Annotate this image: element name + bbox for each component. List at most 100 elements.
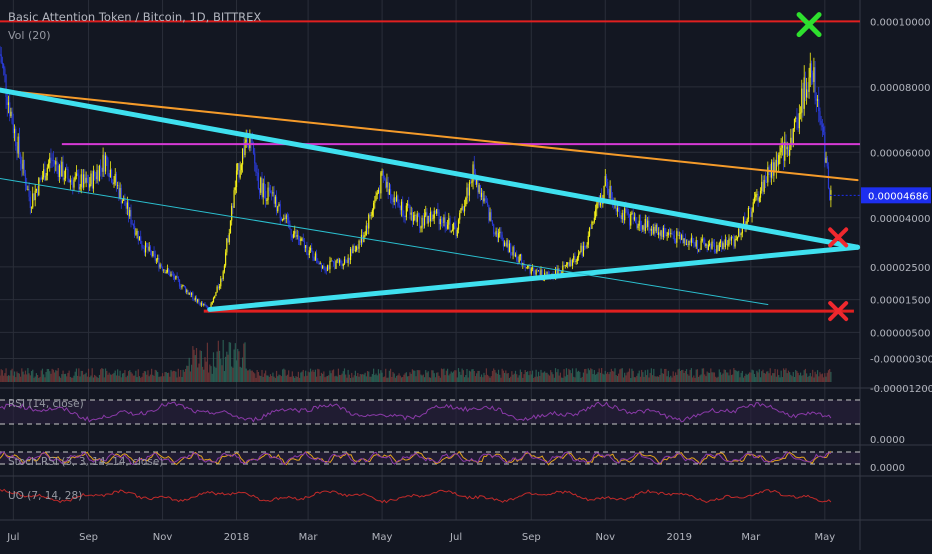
volume-bar [480, 374, 483, 382]
volume-bar [778, 375, 780, 382]
candle-body [692, 237, 694, 243]
candle-body [110, 169, 113, 182]
volume-bar [505, 370, 507, 382]
candle-body [81, 174, 84, 188]
volume-bar [300, 372, 302, 382]
candle-body [660, 230, 662, 236]
candle-body [86, 177, 88, 183]
volume-bar [695, 369, 697, 382]
candle-body [223, 265, 226, 272]
candle-body [814, 67, 816, 99]
candle-body [301, 238, 303, 240]
volume-bar [294, 377, 296, 382]
candle-body [786, 146, 788, 150]
candle-body [30, 207, 33, 209]
candle-body [821, 124, 823, 127]
volume-bar [379, 373, 381, 382]
candle-body [480, 192, 483, 197]
candle-body [443, 217, 445, 223]
volume-bar [68, 370, 70, 382]
candle-body [312, 251, 314, 258]
candle-body [346, 261, 348, 263]
volume-bar [642, 372, 644, 382]
candle-body [257, 172, 259, 189]
candle-body [172, 274, 175, 277]
volume-bar [654, 376, 656, 382]
candle-body [446, 224, 449, 229]
candle-body [742, 216, 745, 227]
volume-bar [129, 370, 131, 382]
volume-bar [420, 374, 422, 382]
volume-bar [759, 377, 762, 382]
volume-bar [138, 376, 141, 382]
volume-bar [660, 368, 662, 382]
volume-bar [262, 376, 264, 382]
volume-bar [739, 377, 741, 382]
volume-bar [183, 371, 185, 382]
candle-body [348, 257, 350, 261]
volume-bar [698, 376, 700, 382]
volume-bar [762, 369, 764, 382]
volume-bar [203, 369, 205, 382]
volume-bar [608, 374, 610, 382]
volume-bar [85, 372, 87, 382]
candle-body [214, 296, 216, 299]
candle-body [61, 161, 63, 177]
volume-bar [306, 375, 308, 382]
volume-bar [275, 370, 278, 382]
volume-bar [772, 373, 774, 382]
volume-bar [56, 370, 58, 382]
candle-body [262, 183, 264, 198]
volume-bar [430, 377, 432, 382]
candle-body [605, 176, 608, 183]
volume-bar [438, 375, 440, 382]
candle-body [556, 268, 558, 277]
volume-bar [360, 374, 363, 382]
volume-bar [749, 372, 751, 382]
candle-body [651, 228, 654, 234]
volume-bar [257, 372, 259, 382]
volume-bar [806, 373, 808, 382]
volume-bar [605, 373, 608, 382]
volume-bar [682, 369, 684, 382]
volume-bar [123, 373, 125, 382]
volume-bar [32, 369, 34, 382]
volume-bar [789, 372, 791, 382]
candle-body [568, 262, 570, 267]
candle-body [204, 304, 206, 306]
candle-body [52, 160, 54, 162]
time-tick-label: 2018 [224, 532, 249, 543]
candle-body [198, 299, 200, 303]
candle-body [764, 179, 766, 183]
volume-bar [237, 348, 239, 382]
candle-body [530, 268, 532, 274]
volume-bar [115, 375, 118, 382]
candle-body [738, 228, 740, 237]
volume-bar [422, 374, 424, 382]
volume-bar [807, 376, 809, 382]
candle-body [470, 182, 472, 184]
candle-body [41, 177, 44, 180]
volume-bar [528, 375, 530, 382]
volume-bar [13, 371, 16, 382]
candle-body [117, 185, 119, 187]
volume-bar [83, 374, 85, 382]
candle-body [633, 217, 635, 220]
candle-body [819, 111, 821, 121]
candle-body [677, 231, 679, 236]
volume-bar [747, 373, 750, 382]
volume-bar [449, 373, 451, 382]
volume-bar [212, 352, 215, 382]
candle-body [194, 297, 196, 301]
volume-bar [7, 375, 10, 382]
candle-body [716, 245, 718, 253]
candle-body [734, 239, 736, 247]
candle-body [539, 270, 541, 276]
candle-body [780, 147, 782, 153]
candle-body [762, 181, 764, 192]
candle-body [171, 273, 173, 275]
candle-body [795, 117, 797, 119]
volume-bar [205, 361, 207, 382]
volume-bar [507, 372, 509, 382]
candle-body [590, 228, 592, 229]
